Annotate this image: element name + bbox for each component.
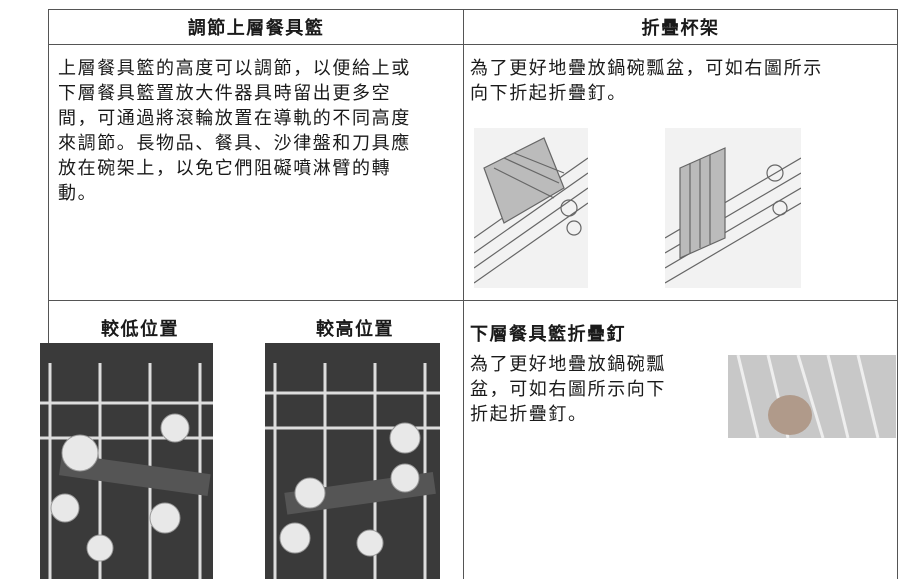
tines-photo [728,355,896,438]
text-line: 為了更好地疊放鍋碗瓢 [470,354,666,375]
paragraph: 上層餐具籃的高度可以調節，以便給上或 下層餐具籃置放大件器具時留出更多空 間，可… [58,56,411,206]
table-border [48,300,898,301]
rack-illustration [474,128,588,288]
text-line: 動。 [58,183,98,204]
photo [265,343,440,579]
text-line: 上層餐具籃的高度可以調節，以便給上或 [58,58,411,79]
photo-caption: 較高位置 [316,319,394,340]
photo [40,343,213,579]
paragraph: 為了更好地疊放鍋碗瓢盆，可如右圖所示 向下折起折疊釘。 [470,56,823,106]
text-line: 折起折疊釘。 [470,404,588,425]
column-header: 折疊杯架 [641,18,720,39]
table-border [48,44,898,45]
column-header: 調節上層餐具籃 [187,18,325,39]
photo-caption: 較低位置 [101,319,179,340]
text-line: 放在碗架上，以免它們阻礙噴淋臂的轉 [58,158,392,179]
text-line: 來調節。長物品、餐具、沙律盤和刀具應 [58,133,411,154]
text-line: 間，可通過將滾輪放置在導軌的不同高度 [58,108,411,129]
table-border [897,9,898,579]
text-line: 向下折起折疊釘。 [470,83,627,104]
table-border [48,9,49,579]
section-title: 下層餐具籃折疊釘 [470,324,626,345]
text-line: 下層餐具籃置放大件器具時留出更多空 [58,83,392,104]
rack-illustration [665,128,801,288]
text-line: 盆，可如右圖所示向下 [470,379,666,400]
paragraph: 為了更好地疊放鍋碗瓢 盆，可如右圖所示向下 折起折疊釘。 [470,352,666,427]
table-border [48,9,898,10]
table-border [463,9,464,579]
text-line: 為了更好地疊放鍋碗瓢盆，可如右圖所示 [470,58,823,79]
